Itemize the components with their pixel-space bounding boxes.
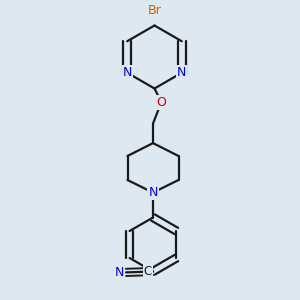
Text: N: N	[177, 66, 187, 79]
Text: N: N	[122, 66, 132, 79]
Text: C: C	[143, 265, 152, 278]
Text: N: N	[148, 186, 158, 199]
Text: Br: Br	[148, 4, 161, 17]
Text: N: N	[115, 266, 124, 279]
Text: O: O	[157, 95, 166, 109]
